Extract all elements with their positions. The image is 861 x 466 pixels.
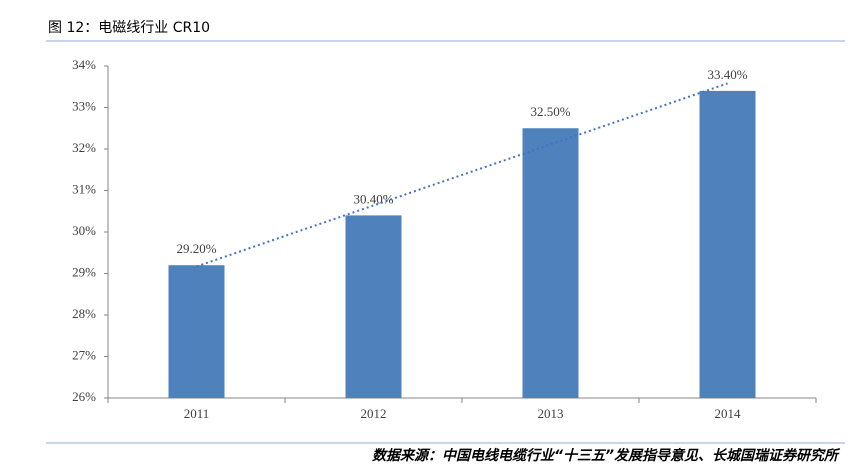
- trendline: [196, 82, 728, 268]
- bar: [345, 215, 402, 398]
- y-tick-label: 32%: [72, 140, 96, 155]
- value-label: 32.50%: [530, 104, 570, 119]
- bar: [522, 128, 579, 398]
- y-tick-label: 30%: [72, 223, 96, 238]
- y-tick-label: 28%: [72, 306, 96, 321]
- x-tick-label: 2014: [715, 406, 742, 421]
- y-tick-label: 33%: [72, 98, 96, 113]
- bar: [699, 90, 756, 399]
- bar: [168, 265, 225, 398]
- value-label: 29.20%: [176, 241, 216, 256]
- x-tick-label: 2011: [184, 406, 210, 421]
- x-tick-label: 2013: [538, 406, 564, 421]
- y-tick-label: 34%: [72, 57, 96, 72]
- x-tick-label: 2012: [361, 406, 387, 421]
- source-note: 数据来源：中国电线电缆行业“十三五”发展指导意见、长城国瑞证券研究所: [372, 447, 841, 464]
- y-tick-label: 31%: [72, 181, 96, 196]
- y-tick-label: 26%: [72, 389, 96, 404]
- y-tick-label: 29%: [72, 264, 96, 279]
- value-label: 30.40%: [353, 191, 393, 206]
- y-tick-label: 27%: [72, 347, 96, 362]
- value-label: 33.40%: [707, 67, 747, 82]
- page-title: 图 12：电磁线行业 CR10: [48, 20, 210, 36]
